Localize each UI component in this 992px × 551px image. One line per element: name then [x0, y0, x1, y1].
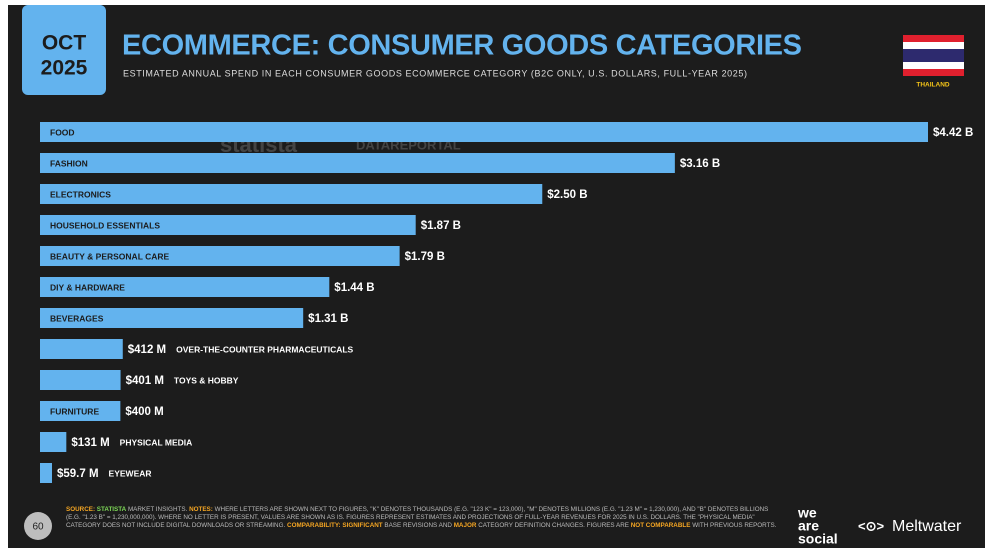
note-segment: WHERE LETTERS ARE SHOWN NEXT TO FIGURES,…	[66, 506, 769, 529]
page-badge	[24, 512, 52, 540]
category-label: TOYS & HOBBY	[174, 375, 239, 385]
bar	[40, 122, 928, 142]
bar	[40, 277, 330, 297]
brand-meltwater: Meltwater	[892, 518, 962, 535]
note-segment: WITH PREVIOUS REPORTS.	[692, 522, 777, 529]
value-label: $412 M	[128, 344, 166, 356]
value-label: $4.42 B	[933, 127, 973, 139]
note-segment: COMPARABILITY:	[287, 522, 341, 529]
value-label: $400 M	[125, 406, 163, 418]
title: ECOMMERCE: CONSUMER GOODS CATEGORIES	[122, 30, 802, 62]
bar	[40, 153, 675, 173]
bar	[40, 370, 121, 390]
category-label: EYEWEAR	[109, 468, 152, 478]
category-label: BEAUTY & PERSONAL CARE	[50, 251, 170, 261]
flag	[903, 35, 964, 76]
category-label: OVER-THE-COUNTER PHARMACEUTICALS	[176, 344, 353, 354]
bar	[40, 246, 400, 266]
bar	[40, 432, 67, 452]
category-label: HOUSEHOLD ESSENTIALS	[50, 220, 160, 230]
note-segment: SIGNIFICANT	[342, 522, 383, 529]
category-label: FOOD	[50, 127, 75, 137]
category-label: FURNITURE	[50, 406, 99, 416]
note-segment: CATEGORY DEFINITION CHANGES. FIGURES ARE	[478, 522, 629, 529]
brand-line: are	[798, 518, 819, 534]
bar-chart: FOOD $4.42 B FASHION $3.16 B ELECTRONICS $2.5…	[40, 122, 973, 483]
value-label: $59.7 M	[57, 468, 99, 480]
value-label: $1.79 B	[405, 251, 445, 263]
footer-notes: SOURCE: STATISTA MARKET INSIGHTS. NOTES:…	[66, 506, 778, 530]
note-segment: NOTES:	[189, 506, 213, 513]
value-label: $3.16 B	[680, 158, 720, 170]
brand-line: we	[797, 505, 817, 521]
category-label: BEVERAGES	[50, 313, 104, 323]
category-label: DIY & HARDWARE	[50, 282, 125, 292]
flag-stripe	[903, 49, 964, 62]
category-label: FASHION	[50, 158, 88, 168]
slide-background	[8, 5, 985, 548]
date-tab	[22, 5, 106, 95]
value-label: $1.31 B	[308, 313, 348, 325]
value-label: $1.44 B	[334, 282, 374, 294]
date-month: OCT	[42, 32, 87, 55]
value-label: $2.50 B	[547, 189, 587, 201]
bar	[40, 308, 304, 328]
date-year: 2025	[41, 57, 88, 80]
category-label: PHYSICAL MEDIA	[120, 437, 193, 447]
country-label: THAILAND	[916, 82, 950, 89]
note-segment: SOURCE:	[66, 506, 96, 513]
note-segment: MARKET INSIGHTS.	[127, 506, 188, 513]
bar	[40, 339, 123, 359]
note-segment: STATISTA	[96, 506, 127, 513]
page-number: 60	[32, 522, 44, 533]
value-label: $131 M	[71, 437, 109, 449]
subtitle: ESTIMATED ANNUAL SPEND IN EACH CONSUMER …	[123, 68, 747, 78]
note-segment: BASE REVISIONS AND	[384, 522, 452, 529]
note-segment: MAJOR	[453, 522, 477, 529]
value-label: $1.87 B	[421, 220, 461, 232]
bar	[40, 463, 52, 483]
brand-line: social	[798, 531, 838, 547]
category-label: ELECTRONICS	[50, 189, 111, 199]
brand-icon: <⊙>	[858, 518, 884, 533]
bar	[40, 215, 416, 235]
value-label: $401 M	[126, 375, 164, 387]
bar	[40, 401, 121, 421]
note-segment: NOT COMPARABLE	[630, 522, 691, 529]
bar	[40, 184, 543, 204]
